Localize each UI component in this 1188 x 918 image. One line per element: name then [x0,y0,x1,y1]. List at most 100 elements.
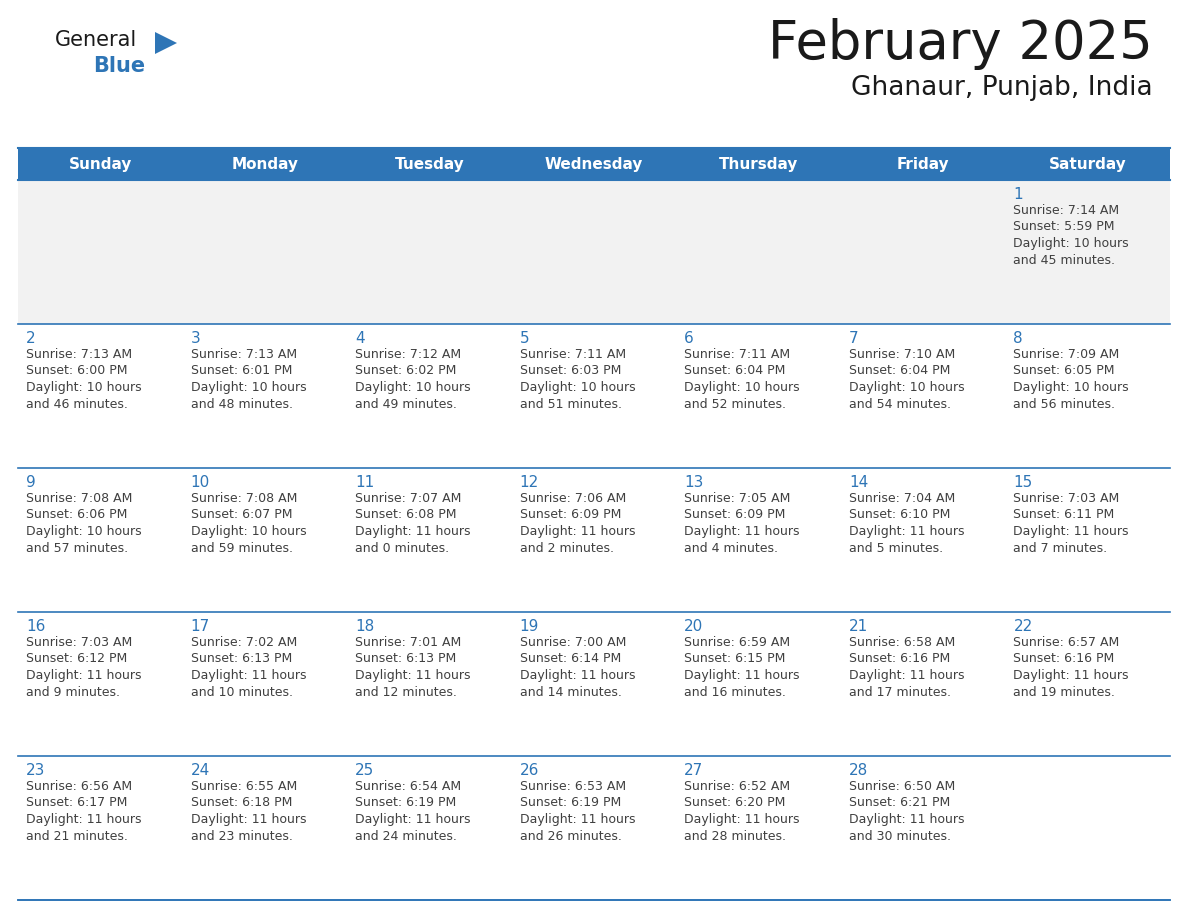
Text: Sunrise: 7:03 AM: Sunrise: 7:03 AM [26,636,132,649]
Text: Sunrise: 7:11 AM: Sunrise: 7:11 AM [684,348,790,361]
Text: and 17 minutes.: and 17 minutes. [849,686,950,699]
Text: Sunrise: 7:01 AM: Sunrise: 7:01 AM [355,636,461,649]
Text: Daylight: 11 hours: Daylight: 11 hours [684,669,800,682]
Text: Sunset: 6:02 PM: Sunset: 6:02 PM [355,364,456,377]
Text: Daylight: 11 hours: Daylight: 11 hours [519,813,636,826]
Text: Sunrise: 6:52 AM: Sunrise: 6:52 AM [684,780,790,793]
Text: and 56 minutes.: and 56 minutes. [1013,397,1116,410]
Text: Daylight: 11 hours: Daylight: 11 hours [849,525,965,538]
Text: and 54 minutes.: and 54 minutes. [849,397,950,410]
Text: Monday: Monday [232,156,298,172]
Text: and 0 minutes.: and 0 minutes. [355,542,449,554]
Text: 17: 17 [190,619,210,634]
Text: and 52 minutes.: and 52 minutes. [684,397,786,410]
Text: 3: 3 [190,331,201,346]
Text: and 10 minutes.: and 10 minutes. [190,686,292,699]
Text: Sunset: 6:09 PM: Sunset: 6:09 PM [519,509,621,521]
Text: and 14 minutes.: and 14 minutes. [519,686,621,699]
Text: Tuesday: Tuesday [394,156,465,172]
Text: Blue: Blue [93,56,145,76]
Text: Sunset: 6:16 PM: Sunset: 6:16 PM [849,653,950,666]
Text: Friday: Friday [897,156,949,172]
Text: Sunrise: 7:09 AM: Sunrise: 7:09 AM [1013,348,1119,361]
Text: Sunset: 6:03 PM: Sunset: 6:03 PM [519,364,621,377]
Text: Sunrise: 6:55 AM: Sunrise: 6:55 AM [190,780,297,793]
Text: Daylight: 10 hours: Daylight: 10 hours [190,381,307,394]
Text: 6: 6 [684,331,694,346]
Text: and 28 minutes.: and 28 minutes. [684,830,786,843]
Polygon shape [154,32,177,54]
Text: and 57 minutes.: and 57 minutes. [26,542,128,554]
Text: and 16 minutes.: and 16 minutes. [684,686,786,699]
Text: and 51 minutes.: and 51 minutes. [519,397,621,410]
Text: Sunrise: 7:04 AM: Sunrise: 7:04 AM [849,492,955,505]
Text: 10: 10 [190,475,210,490]
Text: 1: 1 [1013,187,1023,202]
Text: Daylight: 11 hours: Daylight: 11 hours [190,813,307,826]
Text: Sunset: 6:09 PM: Sunset: 6:09 PM [684,509,785,521]
Text: Daylight: 10 hours: Daylight: 10 hours [1013,237,1129,250]
Text: Sunrise: 7:06 AM: Sunrise: 7:06 AM [519,492,626,505]
Text: Daylight: 11 hours: Daylight: 11 hours [1013,669,1129,682]
Text: Sunset: 6:19 PM: Sunset: 6:19 PM [519,797,621,810]
Text: 15: 15 [1013,475,1032,490]
Text: Daylight: 11 hours: Daylight: 11 hours [684,525,800,538]
Text: and 48 minutes.: and 48 minutes. [190,397,292,410]
Text: 4: 4 [355,331,365,346]
Text: Daylight: 11 hours: Daylight: 11 hours [1013,525,1129,538]
Text: Sunday: Sunday [69,156,132,172]
Text: Sunset: 6:13 PM: Sunset: 6:13 PM [190,653,292,666]
Text: 5: 5 [519,331,530,346]
Text: Thursday: Thursday [719,156,798,172]
Text: and 19 minutes.: and 19 minutes. [1013,686,1116,699]
Text: Sunset: 6:13 PM: Sunset: 6:13 PM [355,653,456,666]
Text: Sunrise: 6:59 AM: Sunrise: 6:59 AM [684,636,790,649]
Text: Daylight: 10 hours: Daylight: 10 hours [849,381,965,394]
Text: Daylight: 10 hours: Daylight: 10 hours [1013,381,1129,394]
Text: and 9 minutes.: and 9 minutes. [26,686,120,699]
Text: Sunset: 6:12 PM: Sunset: 6:12 PM [26,653,127,666]
Text: Sunset: 6:16 PM: Sunset: 6:16 PM [1013,653,1114,666]
Text: Sunset: 6:04 PM: Sunset: 6:04 PM [849,364,950,377]
Text: 23: 23 [26,763,45,778]
Text: Sunrise: 7:08 AM: Sunrise: 7:08 AM [190,492,297,505]
Text: Wednesday: Wednesday [545,156,643,172]
Text: 11: 11 [355,475,374,490]
Text: Sunset: 6:06 PM: Sunset: 6:06 PM [26,509,127,521]
Text: and 12 minutes.: and 12 minutes. [355,686,457,699]
Text: Sunrise: 7:14 AM: Sunrise: 7:14 AM [1013,204,1119,217]
Text: Sunrise: 6:53 AM: Sunrise: 6:53 AM [519,780,626,793]
Text: Sunset: 6:15 PM: Sunset: 6:15 PM [684,653,785,666]
Text: and 21 minutes.: and 21 minutes. [26,830,128,843]
Text: Daylight: 10 hours: Daylight: 10 hours [26,381,141,394]
Text: Daylight: 10 hours: Daylight: 10 hours [190,525,307,538]
Text: and 23 minutes.: and 23 minutes. [190,830,292,843]
Text: 19: 19 [519,619,539,634]
Text: Daylight: 10 hours: Daylight: 10 hours [684,381,800,394]
Text: and 59 minutes.: and 59 minutes. [190,542,292,554]
Text: and 24 minutes.: and 24 minutes. [355,830,457,843]
Text: 26: 26 [519,763,539,778]
Text: 27: 27 [684,763,703,778]
Text: Daylight: 11 hours: Daylight: 11 hours [849,813,965,826]
Text: Sunrise: 6:54 AM: Sunrise: 6:54 AM [355,780,461,793]
Text: Daylight: 10 hours: Daylight: 10 hours [26,525,141,538]
Text: Sunset: 6:10 PM: Sunset: 6:10 PM [849,509,950,521]
Text: Sunrise: 6:58 AM: Sunrise: 6:58 AM [849,636,955,649]
Text: and 45 minutes.: and 45 minutes. [1013,253,1116,266]
Text: 21: 21 [849,619,868,634]
Text: Sunset: 6:07 PM: Sunset: 6:07 PM [190,509,292,521]
Text: General: General [55,30,138,50]
Text: Daylight: 10 hours: Daylight: 10 hours [355,381,470,394]
Text: 24: 24 [190,763,210,778]
Text: Daylight: 11 hours: Daylight: 11 hours [355,813,470,826]
Text: Sunrise: 7:02 AM: Sunrise: 7:02 AM [190,636,297,649]
Text: Sunrise: 6:57 AM: Sunrise: 6:57 AM [1013,636,1119,649]
Text: Daylight: 10 hours: Daylight: 10 hours [519,381,636,394]
Text: Daylight: 11 hours: Daylight: 11 hours [684,813,800,826]
Text: and 2 minutes.: and 2 minutes. [519,542,614,554]
Text: Sunrise: 7:03 AM: Sunrise: 7:03 AM [1013,492,1119,505]
Text: 20: 20 [684,619,703,634]
Text: 7: 7 [849,331,859,346]
Text: Sunset: 6:00 PM: Sunset: 6:00 PM [26,364,127,377]
